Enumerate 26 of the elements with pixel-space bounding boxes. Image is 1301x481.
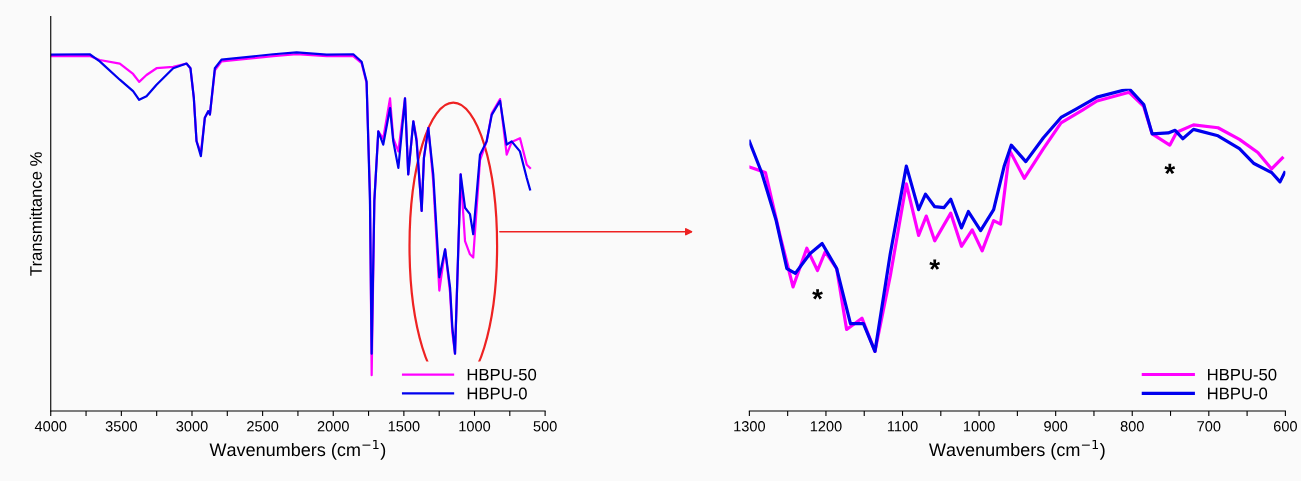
- y-axis-title: Transmittance %: [29, 152, 42, 276]
- x-tick-label: 3000: [176, 421, 208, 432]
- x-tick-label: 800: [1120, 421, 1144, 432]
- legend-label: HBPU-0: [1208, 387, 1268, 400]
- x-tick-label: 2500: [247, 421, 279, 432]
- x-tick-label: 1100: [887, 421, 918, 432]
- x-tick-label: 900: [1044, 421, 1068, 432]
- x-tick-label: 1000: [963, 421, 995, 432]
- annotation: *: [1164, 163, 1176, 175]
- x-tick-label: 3500: [105, 421, 138, 432]
- x-tick-label: 600: [1273, 421, 1297, 432]
- x-tick-label: 1300: [734, 421, 766, 432]
- x-axis-title: Wavenumbers (cm$^{−1}$): [209, 439, 386, 460]
- x-tick-label: 1500: [388, 421, 420, 432]
- x-tick-label: 1200: [810, 421, 842, 432]
- x-tick-label: 4000: [34, 421, 67, 432]
- annotation: *: [929, 259, 941, 270]
- x-axis-title: Wavenumbers (cm$^{−1}$): [928, 439, 1105, 460]
- legend-label: HBPU-50: [1208, 368, 1277, 381]
- annotation: *: [812, 289, 823, 300]
- x-tick-label: 500: [533, 421, 557, 432]
- legend-label: HBPU-50: [467, 368, 537, 381]
- x-tick-label: 2000: [317, 421, 349, 432]
- x-tick-label: 700: [1197, 421, 1221, 432]
- x-tick-label: 1000: [459, 421, 491, 432]
- legend-label: HBPU-0: [467, 387, 527, 400]
